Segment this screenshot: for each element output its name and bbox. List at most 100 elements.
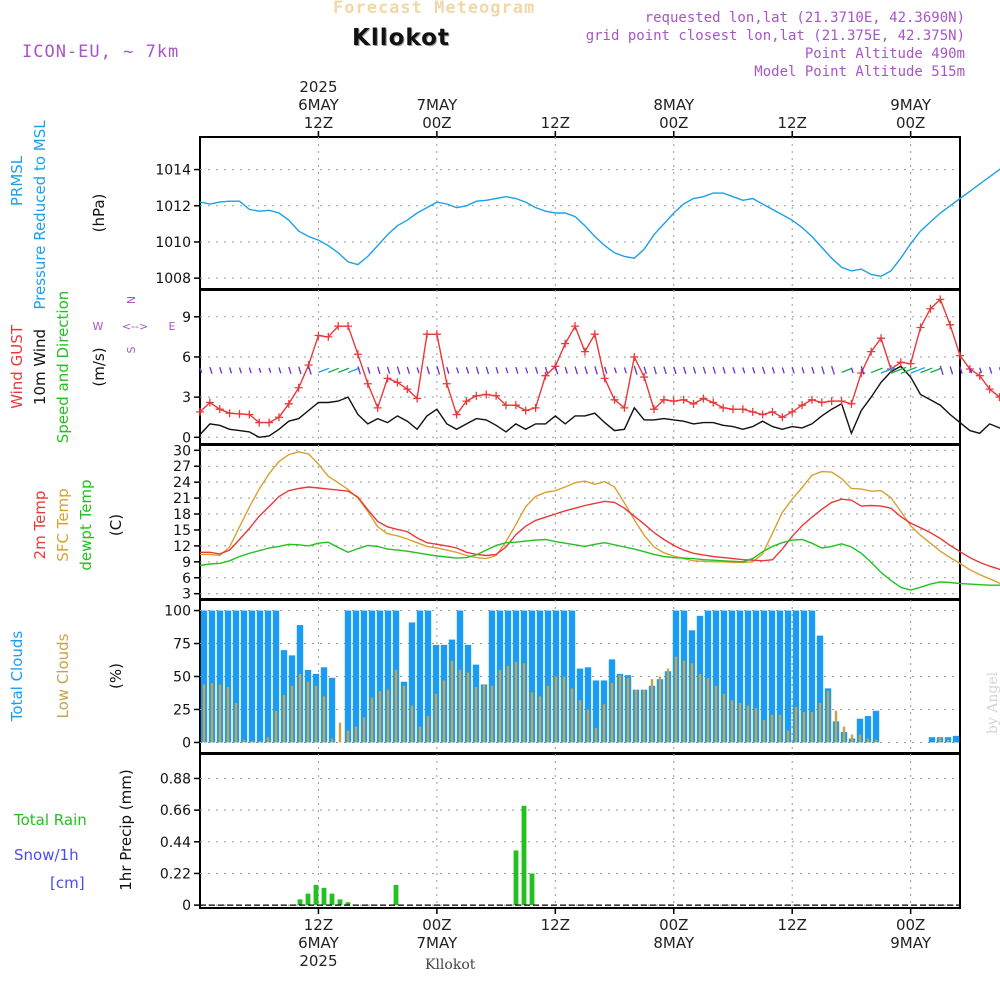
low-cloud-bar [250,741,254,743]
low-cloud-bar [786,730,790,743]
gust-marker [432,330,441,339]
wind-direction-arrow [761,366,766,374]
total-cloud-bar [544,610,552,743]
low-cloud-bar [594,727,598,743]
temp-frame [199,444,961,600]
low-cloud-bar [730,700,734,743]
rain-bar [529,873,535,906]
low-cloud-bar [642,689,646,743]
low-cloud-bar [746,705,750,743]
wind-direction-arrow [505,367,509,374]
total-cloud-bar [792,610,800,743]
gust-marker [758,410,767,419]
gust-marker [827,397,836,406]
low-cloud-bar [498,669,502,743]
wind-direction-arrow [367,366,371,374]
gust-marker [610,395,619,404]
wind-direction-arrow [653,366,657,375]
gust-marker [788,407,797,416]
low-cloud-bar [490,685,494,743]
wind-direction-arrow [673,366,677,375]
wind-direction-arrow [850,367,854,374]
low-cloud-bar [322,696,326,743]
low-cloud-axis-label: Low Clouds [54,633,72,718]
wind-direction-arrow [643,366,647,375]
wind-direction-arrow [900,366,917,375]
compass-south: S [125,346,138,353]
total-cloud-bar [856,718,864,743]
gust-marker [413,394,422,403]
gust-axis-label: Wind GUST [8,324,26,409]
gust-marker [265,418,274,427]
total-cloud-bar [528,610,536,743]
rain-bar [337,899,343,906]
y-tick-label: 75 [173,637,191,653]
total-cloud-bar [816,635,824,743]
low-cloud-bar [218,684,222,743]
y-tick-label: 1012 [155,199,191,215]
low-cloud-bar [714,685,718,743]
y-tick-label: 6 [182,350,191,366]
bottom-time-label: 8MAY [653,934,695,952]
gust-marker [324,332,333,341]
low-cloud-bar [426,716,430,743]
wind-direction-arrow [515,366,519,374]
low-cloud-bar [274,710,278,743]
total-cloud-bar [272,610,280,743]
wind-direction-arrow [475,366,480,375]
location-title: Kllokot [352,25,450,51]
bottom-time-label: 00Z [896,916,925,934]
total-cloud-bar [744,610,752,743]
total-cloud-bar [416,610,424,743]
wind-direction-arrow [801,367,805,374]
y-tick-label: 3 [182,390,191,406]
total-cloud-bar [704,610,712,743]
top-time-label: 6MAY [298,96,340,114]
gust-marker [442,379,451,388]
low-cloud-bar [578,700,582,743]
y-tick-label: 27 [173,459,191,475]
wind-direction-arrow [613,367,617,374]
gust-marker [561,339,570,348]
total-cloud-bar [776,610,784,743]
precip-panel: 0 0.22 0.44 0.66 0.88 [160,753,961,914]
wind-direction-arrow [988,366,993,374]
temp-2m-axis-label: 2m Temp [31,491,49,560]
wind-direction-arrow [781,367,785,374]
wind-direction-arrow [831,365,835,375]
wind-direction-arrow [278,367,282,374]
total-cloud-bar [488,610,496,743]
low-cloud-bar [738,702,742,743]
top-time-label: 00Z [659,114,688,132]
total-cloud-bar [784,610,792,743]
compass-arrow: <--> [122,320,148,333]
wind-direction-arrow [377,366,381,375]
bottom-time-label: 12Z [541,916,570,934]
low-cloud-bar [674,656,678,743]
low-cloud-bar [242,739,246,743]
total-cloud-bar [712,610,720,743]
gust-marker [373,403,382,412]
low-cloud-bar [722,693,726,743]
wind-direction-arrow [604,366,608,374]
top-time-label: 12Z [304,114,333,132]
y-tick-label: 0 [182,735,191,751]
low-cloud-bar [442,680,446,743]
bottom-time-label: 2025 [299,952,337,970]
wind-direction-arrow [416,367,420,374]
compass-north: N [125,296,138,304]
low-cloud-bar [338,722,342,743]
bottom-time-label: 9MAY [890,934,932,952]
rain-bar [297,899,303,906]
gust-marker [995,393,1000,402]
snow-unit-label: [cm] [50,874,85,892]
wind-direction-arrow [228,367,233,374]
low-cloud-bar [698,673,702,743]
low-cloud-bar [362,717,366,743]
total-cloud-bar [568,610,576,743]
wind-direction-arrow [722,366,726,374]
rain-bar [345,902,351,906]
top-time-label: 7MAY [417,96,459,114]
total-cloud-bar [728,610,736,743]
wind-direction-arrow [949,366,954,375]
